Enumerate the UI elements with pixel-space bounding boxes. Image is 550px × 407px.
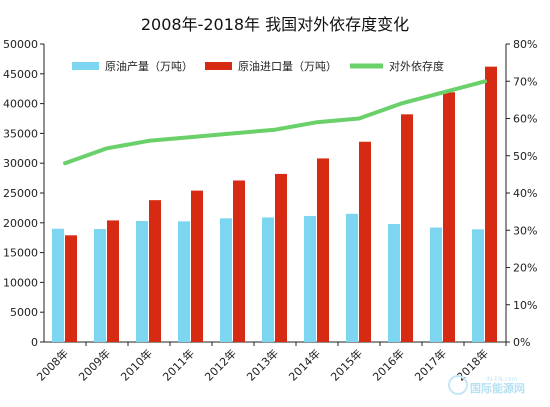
import-bar: [191, 190, 203, 342]
right-tick-label: 60%: [513, 113, 537, 126]
x-tick-label: 2017年: [412, 346, 449, 383]
import-bar: [485, 66, 497, 342]
production-bar: [304, 215, 316, 342]
left-tick-label: 50000: [3, 38, 38, 51]
left-tick-label: 45000: [3, 68, 38, 81]
right-tick-label: 0%: [513, 336, 530, 349]
right-tick-label: 80%: [513, 38, 537, 51]
production-bar: [52, 228, 64, 342]
import-bar: [359, 141, 371, 342]
x-tick-label: 2009年: [76, 346, 113, 383]
import-bar: [107, 220, 119, 342]
x-tick-label: 2015年: [328, 346, 365, 383]
bars: [52, 66, 497, 342]
dependency-line: [63, 79, 487, 166]
left-tick-label: 0: [31, 336, 38, 349]
watermark-text: 国际能源网: [470, 381, 525, 395]
left-tick-label: 10000: [3, 276, 38, 289]
dependency-ratio-line: [63, 79, 487, 166]
right-tick-label: 10%: [513, 299, 537, 312]
right-tick-label: 30%: [513, 224, 537, 237]
right-tick-label: 40%: [513, 187, 537, 200]
watermark-subtext: IN-EN.com: [486, 376, 518, 383]
chart-title: 2008年-2018年 我国对外依存度变化: [141, 15, 409, 34]
import-bar: [233, 180, 245, 342]
production-bar: [262, 217, 274, 342]
import-bar: [65, 235, 77, 342]
production-bar: [136, 221, 148, 342]
x-tick-label: 2008年: [34, 346, 71, 383]
left-tick-label: 20000: [3, 217, 38, 230]
legend-production-label: 原油产量（万吨）: [105, 59, 193, 73]
x-tick-label: 2012年: [202, 346, 239, 383]
production-bar: [472, 229, 484, 342]
watermark-logo: 国际能源网 IN-EN.com: [448, 375, 525, 395]
left-tick-label: 30000: [3, 157, 38, 170]
import-bar: [275, 173, 287, 342]
left-tick-label: 5000: [10, 306, 38, 319]
legend-import-label: 原油进口量（万吨）: [238, 59, 337, 73]
left-tick-label: 40000: [3, 98, 38, 111]
right-tick-label: 70%: [513, 75, 537, 88]
legend-production-swatch: [72, 62, 99, 70]
x-tick-label: 2010年: [118, 346, 155, 383]
x-tick-label: 2013年: [244, 346, 281, 383]
left-tick-label: 15000: [3, 247, 38, 260]
left-tick-label: 25000: [3, 187, 38, 200]
legend-import-swatch: [205, 62, 232, 70]
right-tick-label: 20%: [513, 262, 537, 275]
production-bar: [388, 223, 400, 342]
legend-dependency-label: 对外依存度: [389, 59, 444, 73]
import-bar: [317, 158, 329, 342]
production-bar: [346, 213, 358, 342]
x-tick-label: 2014年: [286, 346, 323, 383]
production-bar: [94, 229, 106, 342]
production-bar: [178, 221, 190, 342]
production-bar: [220, 218, 232, 342]
import-bar: [401, 114, 413, 342]
legend: 原油产量（万吨） 原油进口量（万吨） 对外依存度: [72, 59, 444, 73]
import-bar: [443, 92, 455, 342]
right-tick-label: 50%: [513, 150, 537, 163]
watermark-icon: [448, 375, 468, 395]
import-bar: [149, 200, 161, 342]
x-tick-label: 2011年: [160, 346, 197, 383]
left-tick-label: 35000: [3, 127, 38, 140]
x-tick-label: 2016年: [370, 346, 407, 383]
production-bar: [430, 227, 442, 342]
